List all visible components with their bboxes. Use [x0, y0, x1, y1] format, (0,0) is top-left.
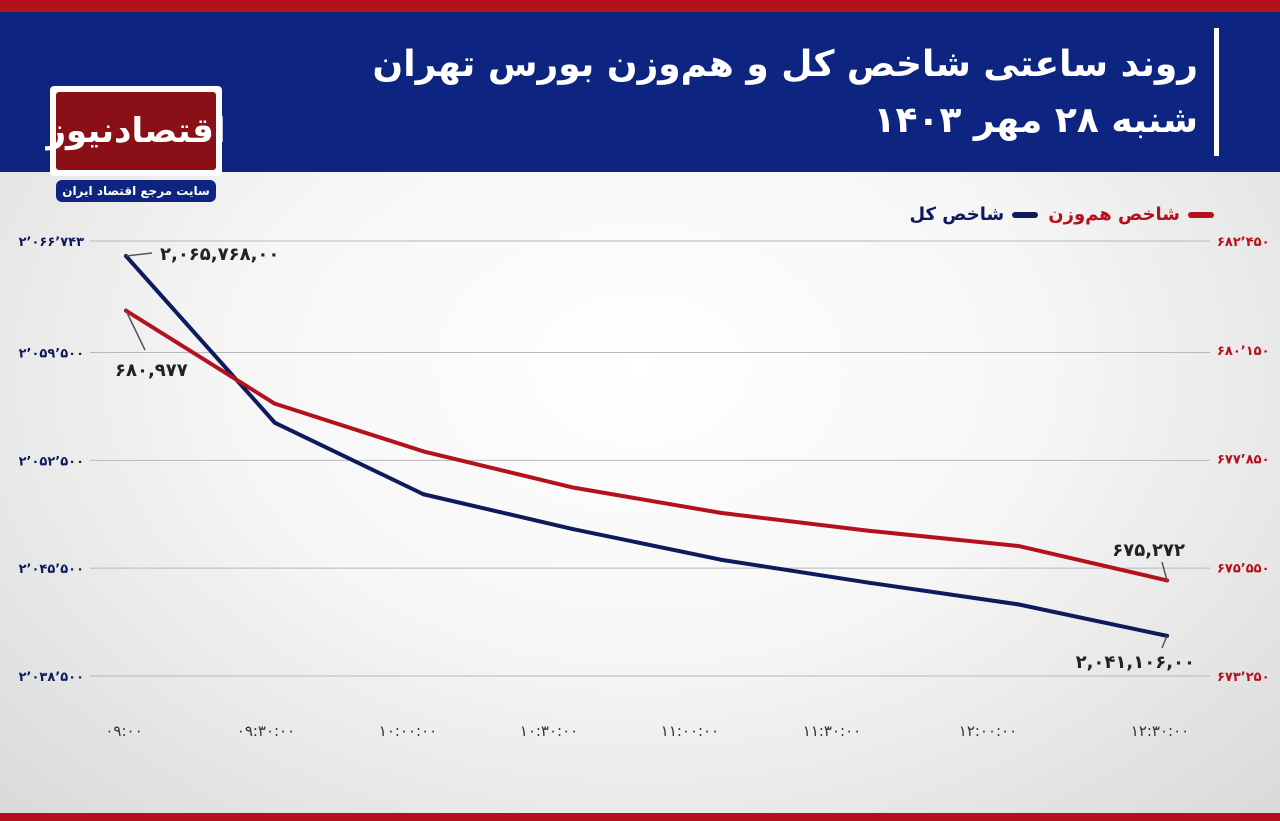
data-label: ۶۷۵,۲۷۲ [1112, 540, 1185, 561]
data-point-equal-weight-index [867, 528, 872, 533]
legend-item-total: شاخص کل [909, 204, 1039, 225]
x-axis-tick-label: ۱۱:۳۰:۰۰ [803, 722, 861, 740]
legend-label-equal-weight: شاخص هم‌وزن [1048, 204, 1180, 225]
logo-wordmark: اقتصادنیوز [46, 92, 226, 170]
x-axis-tick-label: ۱۰:۳۰:۰۰ [520, 722, 578, 740]
data-point-total-index [718, 557, 723, 562]
left-axis-tick-label: ۲٬۰۵۲٬۵۰۰ [19, 454, 84, 469]
title-divider [1214, 28, 1219, 156]
x-axis-tick-label: ۱۲:۳۰:۰۰ [1131, 722, 1189, 740]
left-axis-tick-label: ۲٬۰۴۵٬۵۰۰ [19, 562, 84, 577]
data-label-leader [1161, 561, 1168, 581]
top-accent-line [0, 0, 1280, 12]
right-axis-tick-label: ۶۸۰٬۱۵۰ [1217, 344, 1270, 359]
legend-swatch-equal-weight [1188, 211, 1214, 218]
right-axis-tick-label: ۶۷۳٬۲۵۰ [1217, 670, 1270, 685]
x-axis-tick-label: ۱۰:۰۰:۰۰ [379, 722, 437, 740]
right-axis-tick-label: ۶۷۵٬۵۵۰ [1217, 561, 1270, 576]
data-point-total-index [1016, 602, 1021, 607]
data-point-equal-weight-index [718, 510, 723, 515]
data-label-leader [125, 252, 153, 257]
data-point-equal-weight-index [421, 449, 426, 454]
data-point-total-index [867, 580, 872, 585]
x-axis-tick-label: ۰۹:۳۰:۰۰ [237, 722, 295, 740]
x-axis-tick-label: ۱۱:۰۰:۰۰ [661, 722, 719, 740]
data-point-total-index [421, 492, 426, 497]
series-line-total-index [124, 254, 1169, 638]
x-axis-tick-label: ۰۹:۰۰ [105, 722, 142, 740]
x-axis-tick-label: ۱۲:۰۰:۰۰ [959, 722, 1017, 740]
logo-subtitle: سایت مرجع اقتصاد ایران [56, 180, 216, 202]
left-axis-tick-label: ۲٬۰۶۶٬۷۴۳ [19, 235, 84, 250]
data-point-total-index [570, 526, 575, 531]
data-label-leader [125, 310, 146, 351]
data-label: ۲,۰۴۱,۱۰۶,۰۰ [1076, 652, 1195, 673]
chart-legend: شاخص هم‌وزن شاخص کل [909, 204, 1214, 225]
legend-label-total: شاخص کل [909, 204, 1005, 225]
data-point-equal-weight-index [570, 485, 575, 490]
page-title: روند ساعتی شاخص کل و هم‌وزن بورس تهران [372, 44, 1198, 85]
right-axis-tick-label: ۶۸۲٬۴۵۰ [1217, 235, 1270, 250]
data-point-equal-weight-index [272, 401, 277, 406]
series-line-equal-weight-index [124, 308, 1169, 583]
left-axis-tick-label: ۲٬۰۵۹٬۵۰۰ [19, 347, 84, 362]
legend-item-equal-weight: شاخص هم‌وزن [1048, 204, 1214, 225]
legend-swatch-total [1012, 211, 1039, 218]
data-label-leader [1161, 635, 1168, 649]
bottom-accent-line [0, 813, 1280, 821]
data-point-equal-weight-index [1016, 543, 1021, 548]
data-point-total-index [272, 420, 277, 425]
data-label: ۶۸۰,۹۷۷ [115, 360, 188, 381]
left-axis-tick-label: ۲٬۰۳۸٬۵۰۰ [19, 670, 84, 685]
data-label: ۲,۰۶۵,۷۶۸,۰۰ [160, 244, 279, 265]
right-axis-tick-label: ۶۷۷٬۸۵۰ [1217, 453, 1270, 468]
logo: اقتصادنیوز [46, 86, 226, 176]
page-subtitle-date: شنبه ۲۸ مهر ۱۴۰۳ [873, 100, 1198, 141]
